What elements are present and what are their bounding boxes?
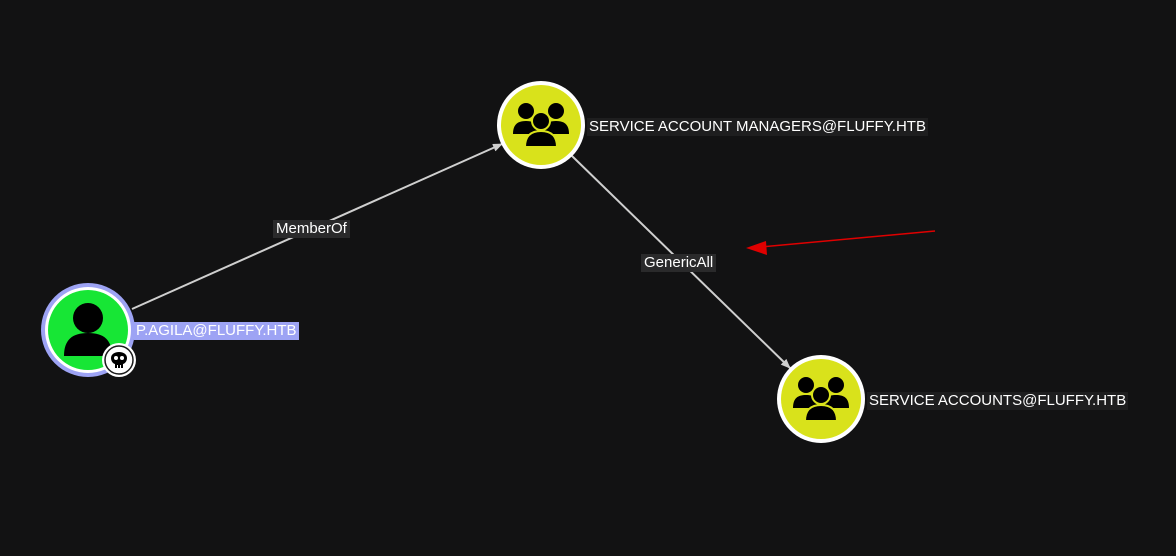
red-arrow-icon: [746, 230, 936, 255]
group-icon: [793, 377, 849, 422]
node-label-user[interactable]: P.AGILA@FLUFFY.HTB: [134, 322, 299, 340]
node-label-service-accounts[interactable]: SERVICE ACCOUNTS@FLUFFY.HTB: [867, 392, 1129, 410]
group-icon: [513, 103, 569, 148]
group-node-service-accounts[interactable]: [777, 355, 865, 443]
skull-icon: [102, 343, 136, 377]
edge-label-memberof[interactable]: MemberOf: [273, 220, 350, 238]
edge-label-genericall[interactable]: GenericAll: [641, 254, 717, 272]
user-icon: [64, 303, 112, 356]
group-node-service-account-managers[interactable]: [497, 81, 585, 169]
node-label-service-account-managers[interactable]: SERVICE ACCOUNT MANAGERS@FLUFFY.HTB: [587, 118, 928, 136]
